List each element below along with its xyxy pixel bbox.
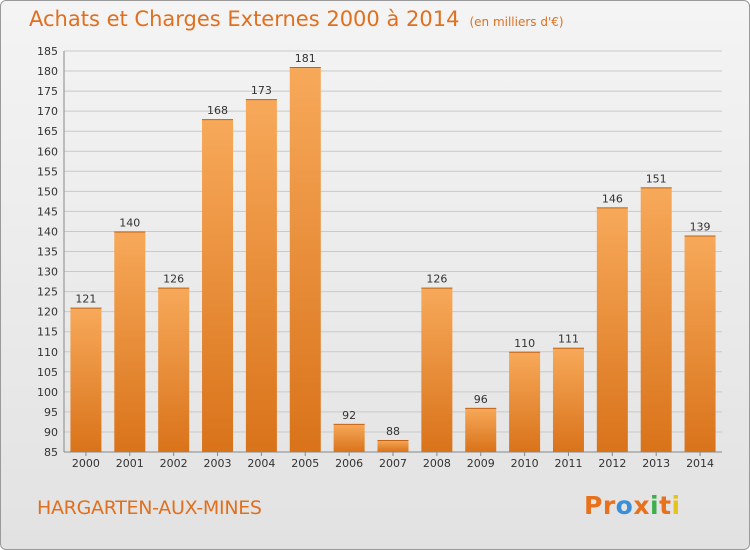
bar — [465, 407, 497, 452]
data-label: 121 — [75, 293, 96, 306]
bar — [70, 307, 102, 452]
x-tick-label: 2008 — [423, 457, 451, 470]
chart-title-group: Achats et Charges Externes 2000 à 2014 (e… — [29, 7, 564, 31]
y-tick-label: 140 — [37, 225, 58, 238]
bar — [377, 439, 409, 452]
y-tick-label: 115 — [37, 326, 58, 339]
x-tick-label: 2013 — [642, 457, 670, 470]
y-tick-label: 110 — [37, 346, 58, 359]
logo-letter: r — [602, 491, 616, 520]
data-label: 126 — [163, 273, 184, 286]
x-tick-label: 2010 — [511, 457, 539, 470]
data-label: 111 — [558, 333, 579, 346]
data-label: 146 — [602, 192, 623, 205]
data-label: 173 — [251, 84, 272, 97]
x-tick-label: 2002 — [160, 457, 188, 470]
x-tick-label: 2000 — [72, 457, 100, 470]
y-tick-label: 180 — [37, 65, 58, 78]
y-tick-label: 95 — [44, 406, 58, 419]
bar — [421, 287, 453, 452]
y-tick-label: 150 — [37, 185, 58, 198]
data-label: 139 — [690, 220, 711, 233]
bar — [202, 119, 234, 453]
x-tick-label: 2005 — [291, 457, 319, 470]
logo-letter: i — [671, 491, 681, 520]
data-labels: 121 140 126 168 173 181 92 88 126 96 110 111 146 151 1… — [75, 52, 710, 438]
bar — [289, 67, 321, 452]
y-tick-label: 130 — [37, 266, 58, 279]
x-tick-label: 2014 — [686, 457, 714, 470]
x-tick-label: 2007 — [379, 457, 407, 470]
bar — [333, 423, 365, 452]
data-label: 110 — [514, 337, 535, 350]
bar — [114, 231, 146, 452]
bars — [70, 67, 716, 453]
x-tick-label: 2006 — [335, 457, 363, 470]
y-tick-label: 175 — [37, 85, 58, 98]
data-label: 181 — [295, 52, 316, 65]
bar — [640, 187, 672, 452]
x-tick-label: 2009 — [467, 457, 495, 470]
proxiti-logo: Proxiti — [584, 491, 681, 520]
place-name: HARGARTEN-AUX-MINES — [37, 497, 262, 519]
logo-letter: P — [584, 491, 603, 520]
y-tick-label: 105 — [37, 366, 58, 379]
y-tick-label: 120 — [37, 306, 58, 319]
y-tick-label: 125 — [37, 286, 58, 299]
logo-letter: o — [615, 491, 634, 520]
axes: 85 90 95 100 105 110 115 120 125 130 135 140 145 150 1… — [37, 45, 722, 470]
y-tick-label: 135 — [37, 246, 58, 259]
y-tick-label: 160 — [37, 145, 58, 158]
y-tick-label: 90 — [44, 426, 58, 439]
x-tick-label: 2004 — [247, 457, 275, 470]
y-tick-label: 100 — [37, 386, 58, 399]
bar — [158, 287, 190, 452]
y-tick-label: 85 — [44, 446, 58, 459]
data-label: 92 — [342, 409, 356, 422]
bar — [596, 207, 628, 452]
x-tick-label: 2011 — [554, 457, 582, 470]
bar — [684, 235, 716, 452]
x-tick-label: 2003 — [204, 457, 232, 470]
y-tick-label: 185 — [37, 45, 58, 58]
y-tick-label: 155 — [37, 165, 58, 178]
logo-letter: x — [633, 491, 650, 520]
chart-subtitle: (en milliers d'€) — [469, 15, 564, 29]
data-label: 96 — [474, 393, 488, 406]
data-label: 168 — [207, 104, 228, 117]
data-label: 88 — [386, 425, 400, 438]
bar — [509, 351, 541, 452]
y-tick-label: 165 — [37, 125, 58, 138]
data-label: 126 — [426, 273, 447, 286]
y-tick-label: 170 — [37, 105, 58, 118]
y-tick-label: 145 — [37, 205, 58, 218]
data-label: 140 — [119, 216, 140, 229]
data-label: 151 — [646, 172, 667, 185]
bar — [552, 347, 584, 452]
x-tick-label: 2012 — [598, 457, 626, 470]
chart-title: Achats et Charges Externes 2000 à 2014 — [29, 7, 460, 31]
logo-letter: t — [659, 491, 672, 520]
x-tick-label: 2001 — [116, 457, 144, 470]
logo-letter: i — [650, 491, 660, 520]
bar — [245, 99, 277, 453]
